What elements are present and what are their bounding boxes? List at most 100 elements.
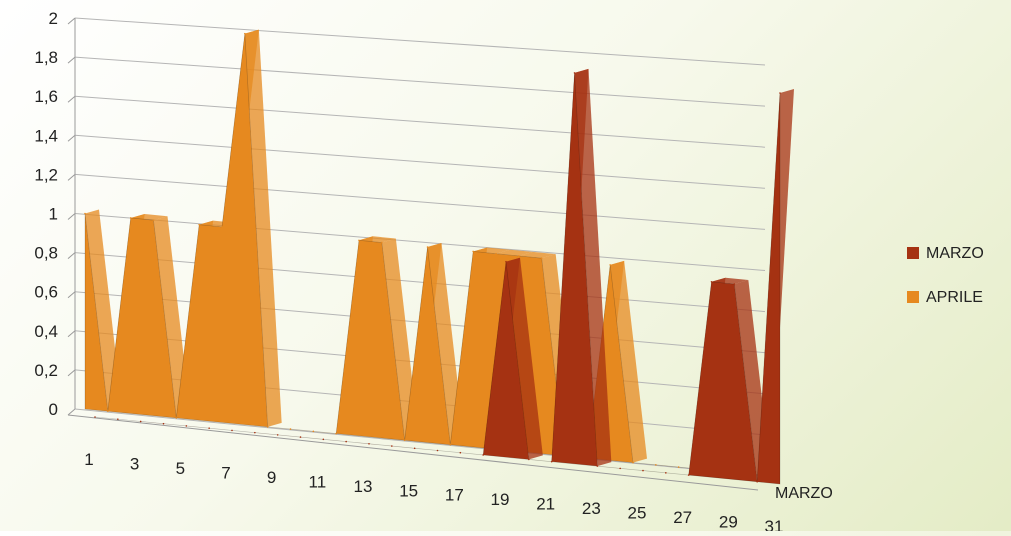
data-point xyxy=(665,472,667,474)
data-point xyxy=(687,474,690,476)
gridline-tick xyxy=(67,213,76,220)
data-point xyxy=(368,443,370,445)
area-top-face xyxy=(610,260,647,463)
area-top-face xyxy=(711,277,749,285)
data-point xyxy=(436,449,439,452)
x-tick-label: 11 xyxy=(309,472,327,491)
gridline-tick xyxy=(67,369,76,377)
data-point xyxy=(710,281,713,283)
gridline xyxy=(74,213,766,271)
x-tick-label: 19 xyxy=(491,490,510,509)
gridline xyxy=(74,134,766,189)
gridline xyxy=(74,95,766,148)
data-point xyxy=(208,427,210,429)
gridline-tick xyxy=(67,408,76,416)
gridline xyxy=(74,56,766,107)
data-point xyxy=(299,436,302,438)
x-tick-label: 3 xyxy=(130,454,139,473)
x-tick-label: 21 xyxy=(536,495,555,514)
data-point xyxy=(677,466,680,468)
x-tick-label: 29 xyxy=(719,513,738,531)
data-point xyxy=(231,429,233,432)
data-point xyxy=(139,420,142,423)
x-tick-label: 9 xyxy=(267,468,276,487)
data-point xyxy=(482,454,484,456)
area-top-face xyxy=(473,247,510,254)
data-point xyxy=(381,241,383,244)
series-aprile-layer xyxy=(84,29,771,477)
gridline-tick xyxy=(67,95,76,103)
data-point xyxy=(221,226,223,228)
data-point xyxy=(244,32,246,35)
y-tick-label: 0,6 xyxy=(34,283,58,302)
y-axis-ticks: 0 0,2 0,4 0,6 0,8 1 1,2 1,4 1,6 1,8 2 xyxy=(34,9,58,419)
area-top-face xyxy=(506,257,543,460)
area-top-face xyxy=(244,29,282,427)
series-marzo-layer xyxy=(94,68,794,485)
data-point xyxy=(152,219,155,221)
gridline xyxy=(74,408,766,477)
area-top-face xyxy=(85,209,122,412)
data-point xyxy=(495,252,497,255)
gridline-tick xyxy=(67,252,76,259)
data-point xyxy=(619,467,621,470)
gridline xyxy=(74,173,766,230)
floor-front-edge xyxy=(67,414,759,491)
y-tick-label: 1,6 xyxy=(34,87,58,106)
data-point xyxy=(276,434,279,436)
data-point xyxy=(756,480,758,483)
legend-label: APRILE xyxy=(926,289,983,306)
gridline-tick xyxy=(67,56,76,64)
data-point xyxy=(403,439,406,442)
data-point xyxy=(117,418,119,421)
data-point xyxy=(289,428,292,430)
gridline-tick xyxy=(67,134,76,142)
data-point xyxy=(596,465,599,467)
depth-axis-label: MARZO xyxy=(775,485,833,502)
legend-swatch xyxy=(907,291,919,303)
area-top-face xyxy=(130,213,168,221)
data-point xyxy=(391,445,393,447)
legend-label: MARZO xyxy=(926,245,984,262)
x-tick-label: 13 xyxy=(354,477,373,496)
data-point xyxy=(94,416,96,418)
data-point xyxy=(632,461,634,464)
data-point xyxy=(472,250,474,253)
x-tick-label: 25 xyxy=(628,504,647,523)
data-point xyxy=(335,432,337,435)
data-point xyxy=(779,92,781,94)
data-point xyxy=(540,257,543,259)
gridline-tick xyxy=(67,291,76,299)
data-point xyxy=(733,283,736,285)
data-point xyxy=(609,264,611,266)
data-point xyxy=(107,410,109,413)
legend-swatch xyxy=(907,247,919,259)
data-point xyxy=(413,447,416,450)
area-top-face xyxy=(427,243,465,445)
data-point xyxy=(162,422,165,425)
x-tick-label: 27 xyxy=(673,508,692,527)
data-point xyxy=(655,464,657,466)
x-tick-label: 31 xyxy=(765,517,784,531)
data-point xyxy=(518,255,520,257)
x-tick-label: 7 xyxy=(221,463,230,482)
data-point xyxy=(459,451,462,454)
data-point xyxy=(449,443,452,446)
data-point xyxy=(322,438,325,441)
data-point xyxy=(358,239,360,242)
x-tick-label: 1 xyxy=(84,450,93,469)
area-top-face xyxy=(381,238,419,441)
data-point xyxy=(573,72,576,74)
data-point xyxy=(642,469,644,472)
data-point xyxy=(312,430,315,433)
y-tick-label: 0,4 xyxy=(34,322,58,341)
data-point xyxy=(129,217,132,219)
area-top-face xyxy=(518,251,556,259)
data-point xyxy=(198,223,200,226)
y-tick-label: 1 xyxy=(49,205,58,224)
y-tick-label: 0,2 xyxy=(34,361,58,380)
data-point xyxy=(550,460,553,463)
x-tick-label: 23 xyxy=(582,499,601,518)
